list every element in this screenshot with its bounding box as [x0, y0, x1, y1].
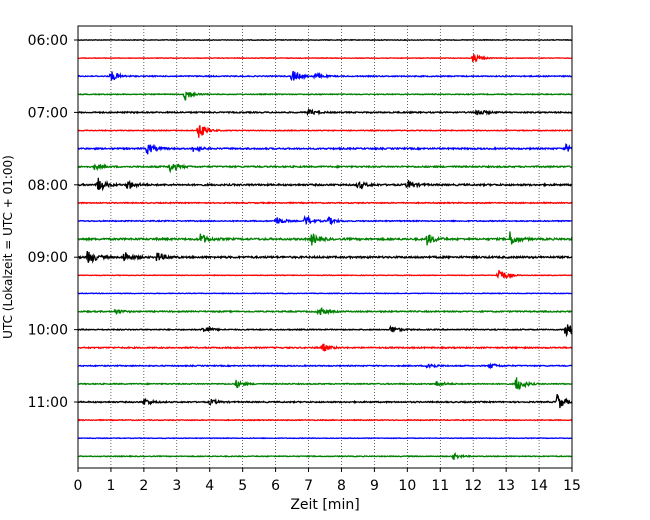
x-tick-label: 7	[304, 478, 313, 494]
x-tick-label: 10	[398, 478, 416, 494]
y-tick-label: 07:00	[28, 105, 68, 121]
x-tick-label: 13	[497, 478, 515, 494]
x-tick-label: 6	[271, 478, 280, 494]
x-tick-label: 11	[431, 478, 449, 494]
trace-0630	[77, 70, 573, 82]
y-tick-label: 11:00	[28, 395, 68, 411]
x-tick-label: 5	[238, 478, 247, 494]
trace-0730	[77, 143, 573, 155]
x-tick-label: 3	[172, 478, 181, 494]
trace-1115	[77, 418, 573, 422]
x-tick-label: 14	[530, 478, 548, 494]
x-tick-label: 0	[74, 478, 83, 494]
trace-1045	[77, 377, 573, 390]
x-axis-ticks: 0 1 2 3 4 5 6 7 8 9 10 11 12 13 14 15	[74, 468, 581, 494]
x-axis-label: Zeit [min]	[290, 497, 359, 513]
trace-0915	[77, 270, 573, 280]
trace-1015	[77, 342, 573, 352]
trace-layer	[77, 38, 573, 461]
trace-0815	[77, 201, 573, 205]
trace-1130	[77, 436, 573, 440]
plot-frame	[77, 25, 573, 469]
trace-0715	[77, 125, 573, 138]
y-axis-ticks: 06:00 07:00 08:00 09:00 10:00 11:00	[28, 33, 78, 411]
x-tick-label: 4	[205, 478, 214, 494]
trace-0745	[77, 163, 573, 174]
x-tick-label: 9	[370, 478, 379, 494]
y-tick-label: 06:00	[28, 33, 68, 49]
trace-1100	[77, 394, 573, 409]
trace-0700	[77, 107, 573, 117]
trace-1000	[77, 324, 573, 338]
trace-0930	[77, 292, 573, 295]
trace-0600	[77, 38, 573, 42]
y-axis-label: UTC (Lokalzeit = UTC + 01:00)	[1, 155, 15, 339]
trace-0615	[77, 53, 573, 63]
x-tick-label: 12	[464, 478, 482, 494]
trace-0800	[77, 177, 573, 192]
y-tick-label: 08:00	[28, 178, 68, 194]
y-tick-label: 09:00	[28, 250, 68, 266]
trace-0645	[77, 91, 573, 101]
x-tick-label: 8	[337, 478, 346, 494]
y-tick-label: 10:00	[28, 323, 68, 339]
trace-1030	[77, 362, 573, 370]
trace-0945	[77, 307, 573, 316]
x-tick-label: 2	[139, 478, 148, 494]
x-tick-label: 1	[106, 478, 115, 494]
trace-0900	[77, 251, 573, 264]
trace-1145	[77, 451, 573, 461]
x-tick-label: 15	[563, 478, 581, 494]
trace-0830	[77, 214, 573, 226]
trace-0845	[77, 231, 573, 246]
